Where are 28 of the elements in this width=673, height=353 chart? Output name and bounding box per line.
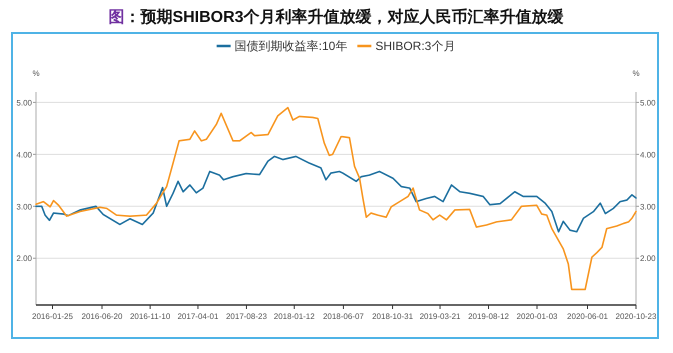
y2-axis-title: %	[632, 69, 640, 78]
x-tick-label: 2017-08-23	[226, 312, 268, 321]
y2-tick-label: 2.00	[640, 254, 656, 264]
x-tick-label: 2020-06-01	[567, 312, 609, 321]
line-series	[35, 156, 637, 233]
x-tick-label: 2018-10-31	[372, 312, 414, 321]
x-tick-label: 2016-06-20	[82, 312, 124, 321]
y-tick-label: 4.00	[16, 150, 33, 160]
y2-tick-label: 4.00	[640, 150, 656, 160]
x-tick-label: 2018-01-12	[274, 312, 316, 321]
y-tick-label: 2.00	[16, 254, 33, 264]
y-tick-label: 5.00	[16, 98, 33, 108]
x-tick-label: 2020-10-23	[616, 312, 658, 321]
legend-label: 国债到期收益率:10年	[234, 39, 348, 53]
x-tick-label: 2018-06-07	[322, 312, 364, 321]
x-tick-label: 2019-03-21	[420, 312, 462, 321]
x-tick-label: 2020-01-03	[516, 312, 558, 321]
x-tick-label: 2017-04-01	[177, 312, 219, 321]
chart-title: 图：预期SHIBOR3个月利率升值放缓，对应人民币汇率升值放缓	[108, 7, 565, 26]
y-tick-label: 3.00	[16, 202, 33, 212]
y-axis-title: %	[32, 69, 40, 78]
x-tick-label: 2019-08-12	[468, 312, 510, 321]
x-tick-label: 2016-11-10	[130, 312, 171, 321]
y2-tick-label: 3.00	[640, 202, 656, 212]
x-tick-label: 2016-01-25	[32, 312, 74, 321]
line-series	[35, 106, 637, 290]
legend-label: SHIBOR:3个月	[375, 39, 456, 53]
y2-tick-label: 5.00	[640, 98, 656, 108]
